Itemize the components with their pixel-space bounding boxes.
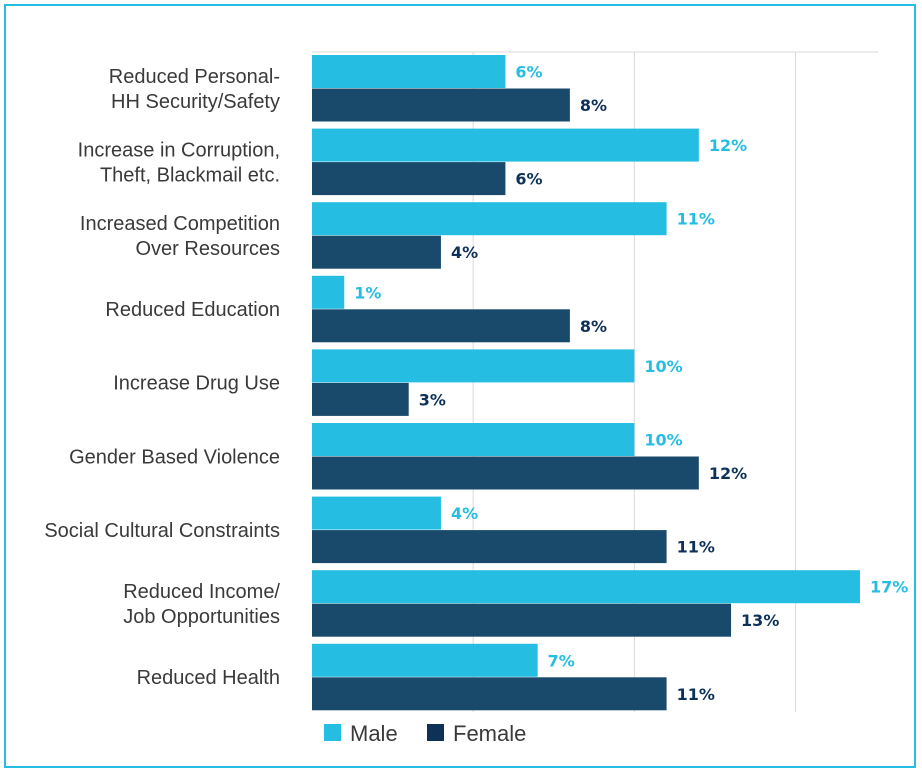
- male-bar: [312, 128, 699, 162]
- value-labels: 6% 8% 12% 6% 11% 4% 1% 8% 10% 3% 10% 12% 4% 11% 17% 13%…: [354, 63, 908, 704]
- female-value-label: 8%: [580, 96, 607, 115]
- female-bar: [312, 677, 667, 711]
- legend: Male Female: [324, 721, 526, 746]
- bars: [312, 55, 860, 711]
- female-value-label: 12%: [709, 464, 747, 483]
- male-bar: [312, 202, 667, 236]
- male-bar: [312, 55, 506, 88]
- chart-frame: [4, 4, 916, 768]
- category-label: Increase in Corruption, Theft, Blackmail …: [78, 139, 280, 186]
- male-value-label: 10%: [644, 431, 682, 450]
- male-bar: [312, 423, 635, 456]
- legend-swatch: [324, 724, 341, 741]
- category-label: Social Cultural Constraints: [44, 520, 280, 542]
- male-bar: [312, 275, 345, 309]
- female-value-label: 6%: [515, 170, 542, 189]
- legend-item-male: Male: [324, 721, 398, 746]
- category-label: Reduced Health: [137, 667, 280, 689]
- male-value-label: 10%: [644, 357, 682, 376]
- male-value-label: 4%: [451, 504, 478, 523]
- female-bar: [312, 309, 570, 343]
- female-bar: [312, 162, 506, 196]
- female-value-label: 8%: [580, 317, 607, 336]
- female-value-label: 4%: [451, 243, 478, 262]
- male-bar: [312, 570, 860, 604]
- category-label: Gender Based Violence: [69, 446, 280, 468]
- legend-item-female: Female: [427, 721, 526, 746]
- female-value-label: 3%: [419, 390, 446, 409]
- female-value-label: 11%: [677, 538, 715, 557]
- male-value-label: 11%: [677, 210, 715, 229]
- male-value-label: 6%: [515, 63, 542, 82]
- legend-label: Male: [350, 721, 398, 746]
- category-label: Increased Competition Over Resources: [80, 213, 280, 260]
- female-bar: [312, 88, 570, 122]
- legend-label: Female: [453, 721, 526, 746]
- male-bar: [312, 643, 538, 677]
- male-value-label: 17%: [870, 578, 908, 597]
- category-label: Reduced Education: [105, 299, 280, 321]
- category-label: Increase Drug Use: [113, 373, 280, 395]
- female-bar: [312, 603, 732, 637]
- female-value-label: 11%: [677, 685, 715, 704]
- legend-swatch: [427, 724, 444, 741]
- female-bar: [312, 456, 699, 490]
- male-value-label: 7%: [548, 651, 575, 670]
- female-value-label: 13%: [741, 611, 779, 630]
- category-label: Reduced Income/Job Opportunities: [123, 581, 280, 628]
- male-bar: [312, 349, 635, 383]
- category-labels: Reduced Personal-HH Security/Safety Incre…: [44, 66, 280, 689]
- male-bar: [312, 496, 441, 530]
- male-value-label: 1%: [354, 283, 381, 302]
- category-label: Reduced Personal-HH Security/Safety: [109, 66, 280, 113]
- female-bar: [312, 382, 409, 416]
- female-bar: [312, 530, 667, 564]
- female-bar: [312, 235, 441, 269]
- male-value-label: 12%: [709, 136, 747, 155]
